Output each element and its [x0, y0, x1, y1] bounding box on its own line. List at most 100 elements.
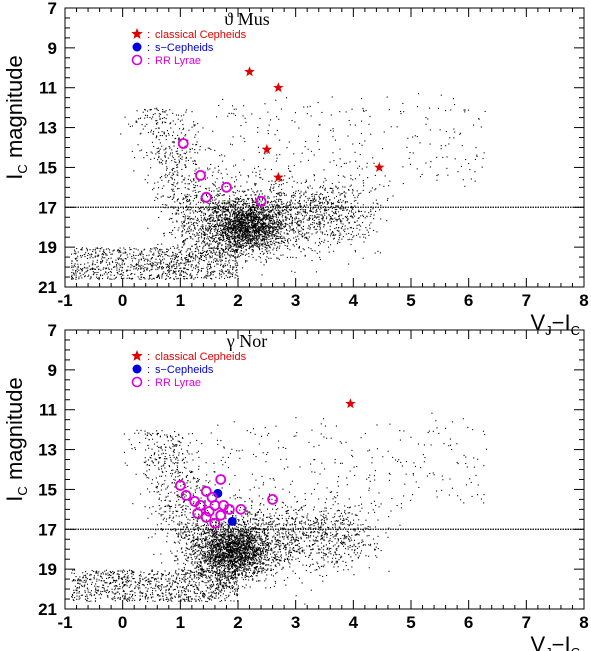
- field-star: [243, 251, 245, 253]
- field-star: [440, 94, 442, 96]
- field-star: [127, 256, 129, 258]
- field-star: [283, 212, 285, 214]
- field-star: [251, 221, 253, 223]
- field-star: [289, 227, 291, 229]
- field-star: [352, 227, 354, 229]
- field-star: [217, 171, 219, 173]
- field-star: [167, 276, 169, 278]
- field-star: [210, 195, 212, 197]
- field-star: [261, 274, 263, 276]
- field-star: [115, 276, 117, 278]
- field-star: [230, 273, 232, 275]
- field-star: [280, 221, 282, 223]
- field-star: [260, 226, 262, 228]
- field-star: [174, 256, 176, 258]
- field-star: [308, 219, 310, 221]
- field-star: [261, 210, 263, 212]
- field-star: [181, 253, 183, 255]
- field-star: [259, 244, 261, 246]
- field-star: [179, 251, 181, 253]
- field-star: [292, 194, 294, 196]
- field-star: [319, 229, 321, 231]
- field-star: [212, 214, 214, 216]
- field-star: [230, 245, 232, 247]
- field-star: [279, 154, 281, 156]
- field-star: [191, 181, 193, 183]
- field-star: [169, 232, 171, 234]
- field-star: [257, 233, 259, 235]
- field-star: [117, 257, 119, 259]
- field-star: [266, 247, 268, 249]
- field-star: [241, 223, 243, 225]
- field-star: [242, 244, 244, 246]
- field-star: [238, 225, 240, 227]
- field-star: [353, 214, 355, 216]
- field-star: [221, 234, 223, 236]
- field-star: [156, 107, 158, 109]
- field-star: [269, 233, 271, 235]
- field-star: [362, 204, 364, 206]
- field-star: [267, 226, 269, 228]
- field-star: [387, 198, 389, 200]
- field-star: [350, 174, 352, 176]
- field-star: [267, 201, 269, 203]
- field-star: [336, 224, 338, 226]
- field-star: [257, 243, 259, 245]
- field-star: [232, 267, 234, 269]
- field-star: [223, 207, 225, 209]
- field-star: [235, 213, 237, 215]
- field-star: [213, 183, 215, 185]
- field-star: [295, 216, 297, 218]
- field-star: [203, 260, 205, 262]
- field-star: [153, 247, 155, 249]
- field-star: [319, 226, 321, 228]
- field-star: [155, 258, 157, 260]
- field-star: [230, 205, 232, 207]
- field-star: [187, 207, 189, 209]
- field-star: [220, 239, 222, 241]
- field-star: [314, 215, 316, 217]
- field-star: [180, 154, 182, 156]
- field-star: [222, 240, 224, 242]
- field-star: [226, 251, 228, 253]
- field-star: [297, 229, 299, 231]
- field-star: [194, 185, 196, 187]
- field-star: [100, 261, 102, 263]
- field-star: [101, 247, 103, 249]
- field-star: [261, 212, 263, 214]
- field-star: [351, 206, 353, 208]
- field-star: [234, 181, 236, 183]
- field-star: [303, 249, 305, 251]
- field-star: [264, 229, 266, 231]
- field-star: [241, 226, 243, 228]
- field-star: [259, 177, 261, 179]
- field-star: [206, 228, 208, 230]
- field-star: [225, 209, 227, 211]
- field-star: [184, 275, 186, 277]
- field-star: [332, 203, 334, 205]
- field-star: [235, 265, 237, 267]
- field-star: [211, 271, 213, 273]
- field-star: [272, 217, 274, 219]
- field-star: [207, 202, 209, 204]
- field-star: [242, 253, 244, 255]
- field-star: [334, 217, 336, 219]
- field-star: [189, 232, 191, 234]
- field-star: [172, 184, 174, 186]
- field-star: [270, 222, 272, 224]
- field-star: [234, 185, 236, 187]
- field-star: [226, 223, 228, 225]
- field-star: [257, 146, 259, 148]
- field-star: [202, 267, 204, 269]
- field-star: [156, 262, 158, 264]
- field-star: [303, 205, 305, 207]
- field-star: [276, 224, 278, 226]
- field-star: [298, 212, 300, 214]
- field-star: [260, 233, 262, 235]
- field-star: [247, 210, 249, 212]
- field-star: [255, 223, 257, 225]
- field-star: [199, 210, 201, 212]
- field-star: [293, 230, 295, 232]
- field-star: [283, 225, 285, 227]
- field-star: [250, 215, 252, 217]
